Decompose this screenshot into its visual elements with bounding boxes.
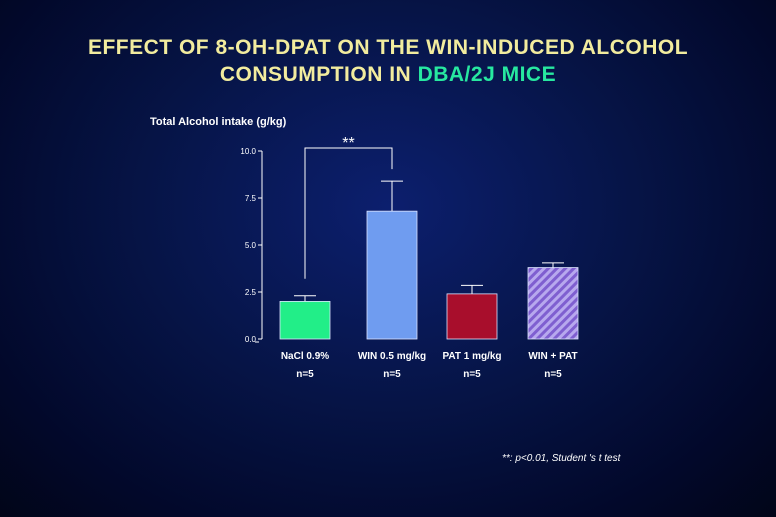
category-n: n=5 xyxy=(463,369,481,380)
significance-label: ** xyxy=(342,135,354,152)
category-label: NaCl 0.9% xyxy=(281,351,329,362)
category-n: n=5 xyxy=(383,369,401,380)
bar xyxy=(279,300,331,340)
significance-bracket xyxy=(304,147,393,279)
category-label: WIN + PAT xyxy=(528,351,577,362)
y-tick-label: 7.5 xyxy=(245,194,257,203)
title-prefix: CONSUMPTION IN xyxy=(219,63,418,86)
footnote: **: p<0.01, Student 's t test xyxy=(502,453,621,464)
y-tick-label: 10.0 xyxy=(240,147,256,156)
y-axis-title: Total Alcohol intake (g/kg) xyxy=(150,116,287,128)
category-label: WIN 0.5 mg/kg xyxy=(358,351,426,362)
title-highlight: DBA/2J MICE xyxy=(417,63,557,86)
bar xyxy=(446,293,498,340)
bar xyxy=(527,267,579,340)
y-tick-label: 2.5 xyxy=(245,288,257,297)
category-label: PAT 1 mg/kg xyxy=(442,351,501,362)
bar xyxy=(366,210,418,340)
y-tick-label: 0.0 xyxy=(245,335,257,344)
y-tick-label: 5.0 xyxy=(245,241,257,250)
category-n: n=5 xyxy=(296,369,314,380)
slide-title-line-1: EFFECT OF 8-OH-DPAT ON THE WIN-INDUCED A… xyxy=(87,36,689,59)
category-n: n=5 xyxy=(544,369,562,380)
slide-title-line-2: CONSUMPTION IN DBA/2J MICE xyxy=(0,63,776,87)
